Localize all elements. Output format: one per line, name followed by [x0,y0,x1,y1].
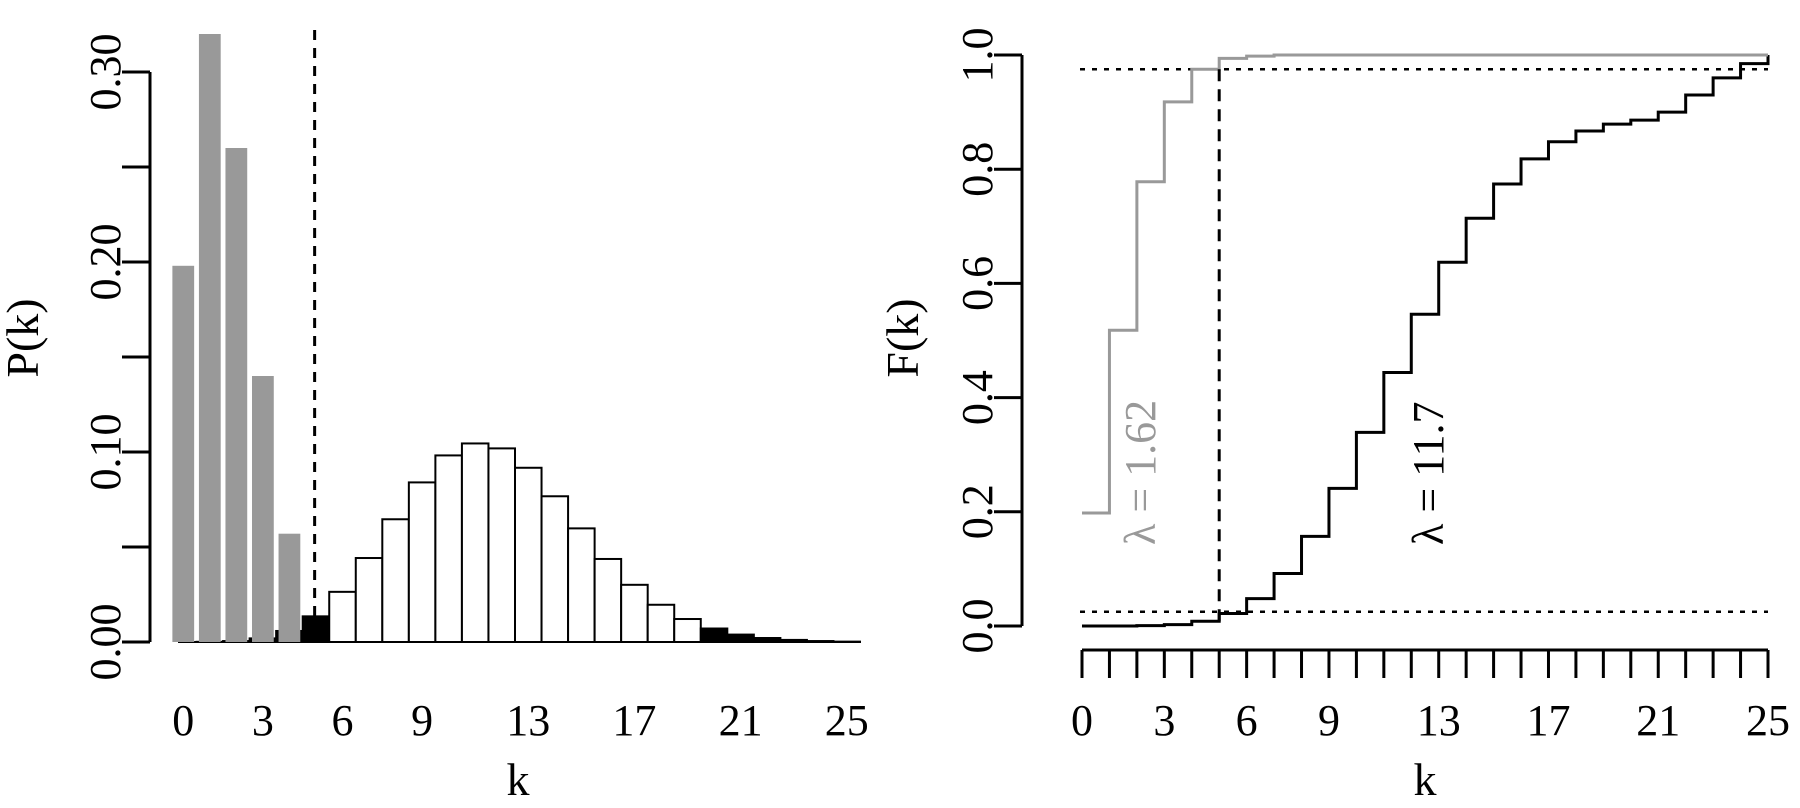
cdf-panel: 0.0 0.2 0.4 0.6 0.8 1.0 0 3 6 9 13 17 21 25 λ = 1.62 λ … [877,28,1790,806]
y-axis-label: F(k) [877,298,928,377]
y-tick-label: 0.0 [953,599,1002,654]
x-tick-label: 13 [1417,696,1461,745]
y-tick-label: 0.8 [953,142,1002,197]
bar-lambda-1.62 [252,376,274,642]
cdf-line-lambda-1.62 [1082,53,1768,515]
x-tick-label: 6 [332,696,354,745]
bar-lambda-1.62 [278,533,301,642]
bar-lambda-11.7 [620,583,649,643]
y-tick-label: 0.00 [81,604,130,681]
x-tick-label: 21 [1636,696,1680,745]
y-tick-label: 0.4 [953,370,1002,425]
x-tick-label: 0 [172,696,194,745]
y-tick-label: 1.0 [953,28,1002,83]
bar-lambda-11.7 [514,466,543,643]
series-label-lambda-1.62: λ = 1.62 [1116,400,1165,545]
bar-lambda-11.7 [567,527,596,644]
x-axis-label: k [1414,754,1437,805]
y-tick-label: 0.6 [953,256,1002,311]
bar-lambda-11.7 [699,627,729,644]
x-tick-label: 0 [1071,696,1093,745]
bar-lambda-11.7 [460,442,490,644]
x-tick-label: 9 [411,696,433,745]
cdf-line-lambda-11.7 [1082,55,1770,628]
bar-lambda-11.7 [805,640,835,643]
bar-lambda-11.7 [328,590,357,644]
x-tick-label: 3 [252,696,274,745]
bar-lambda-1.62 [225,148,248,642]
bar-lambda-11.7 [726,633,755,644]
bar-lambda-11.7 [593,557,623,643]
bar-lambda-11.7 [540,495,570,643]
y-tick-label: 0.20 [81,224,130,301]
bar-lambda-11.7 [407,481,437,643]
bar-lambda-11.7 [752,637,782,644]
pmf-panel: 0.00 0.10 0.20 0.30 0 3 6 9 13 17 21 25 k P(k) [0,30,869,805]
bar-lambda-1.62 [172,265,195,642]
x-tick-label: 6 [1236,696,1258,745]
x-tick-label: 25 [1746,696,1790,745]
bar-lambda-11.7 [779,638,808,643]
bar-lambda-11.7 [487,447,517,644]
bar-lambda-11.7 [301,615,331,643]
x-tick-label: 25 [825,696,869,745]
y-tick-label: 0.30 [81,34,130,111]
x-tick-label: 17 [612,696,656,745]
bar-lambda-11.7 [673,618,702,644]
y-tick-label: 0.2 [953,484,1002,539]
series-label-lambda-11.7: λ = 11.7 [1404,401,1453,545]
bar-lambda-11.7 [434,454,463,644]
x-tick-label: 3 [1153,696,1175,745]
bar-lambda-11.7 [354,557,384,644]
bar-lambda-11.7 [381,518,410,644]
x-axis-label: k [507,754,530,805]
bar-lambda-11.7 [646,603,676,644]
x-tick-label: 9 [1318,696,1340,745]
x-tick-label: 17 [1526,696,1570,745]
x-tick-label: 13 [506,696,550,745]
x-tick-label: 21 [719,696,763,745]
y-axis-label: P(k) [0,298,48,377]
bar-lambda-1.62 [198,34,221,642]
y-tick-label: 0.10 [81,414,130,491]
